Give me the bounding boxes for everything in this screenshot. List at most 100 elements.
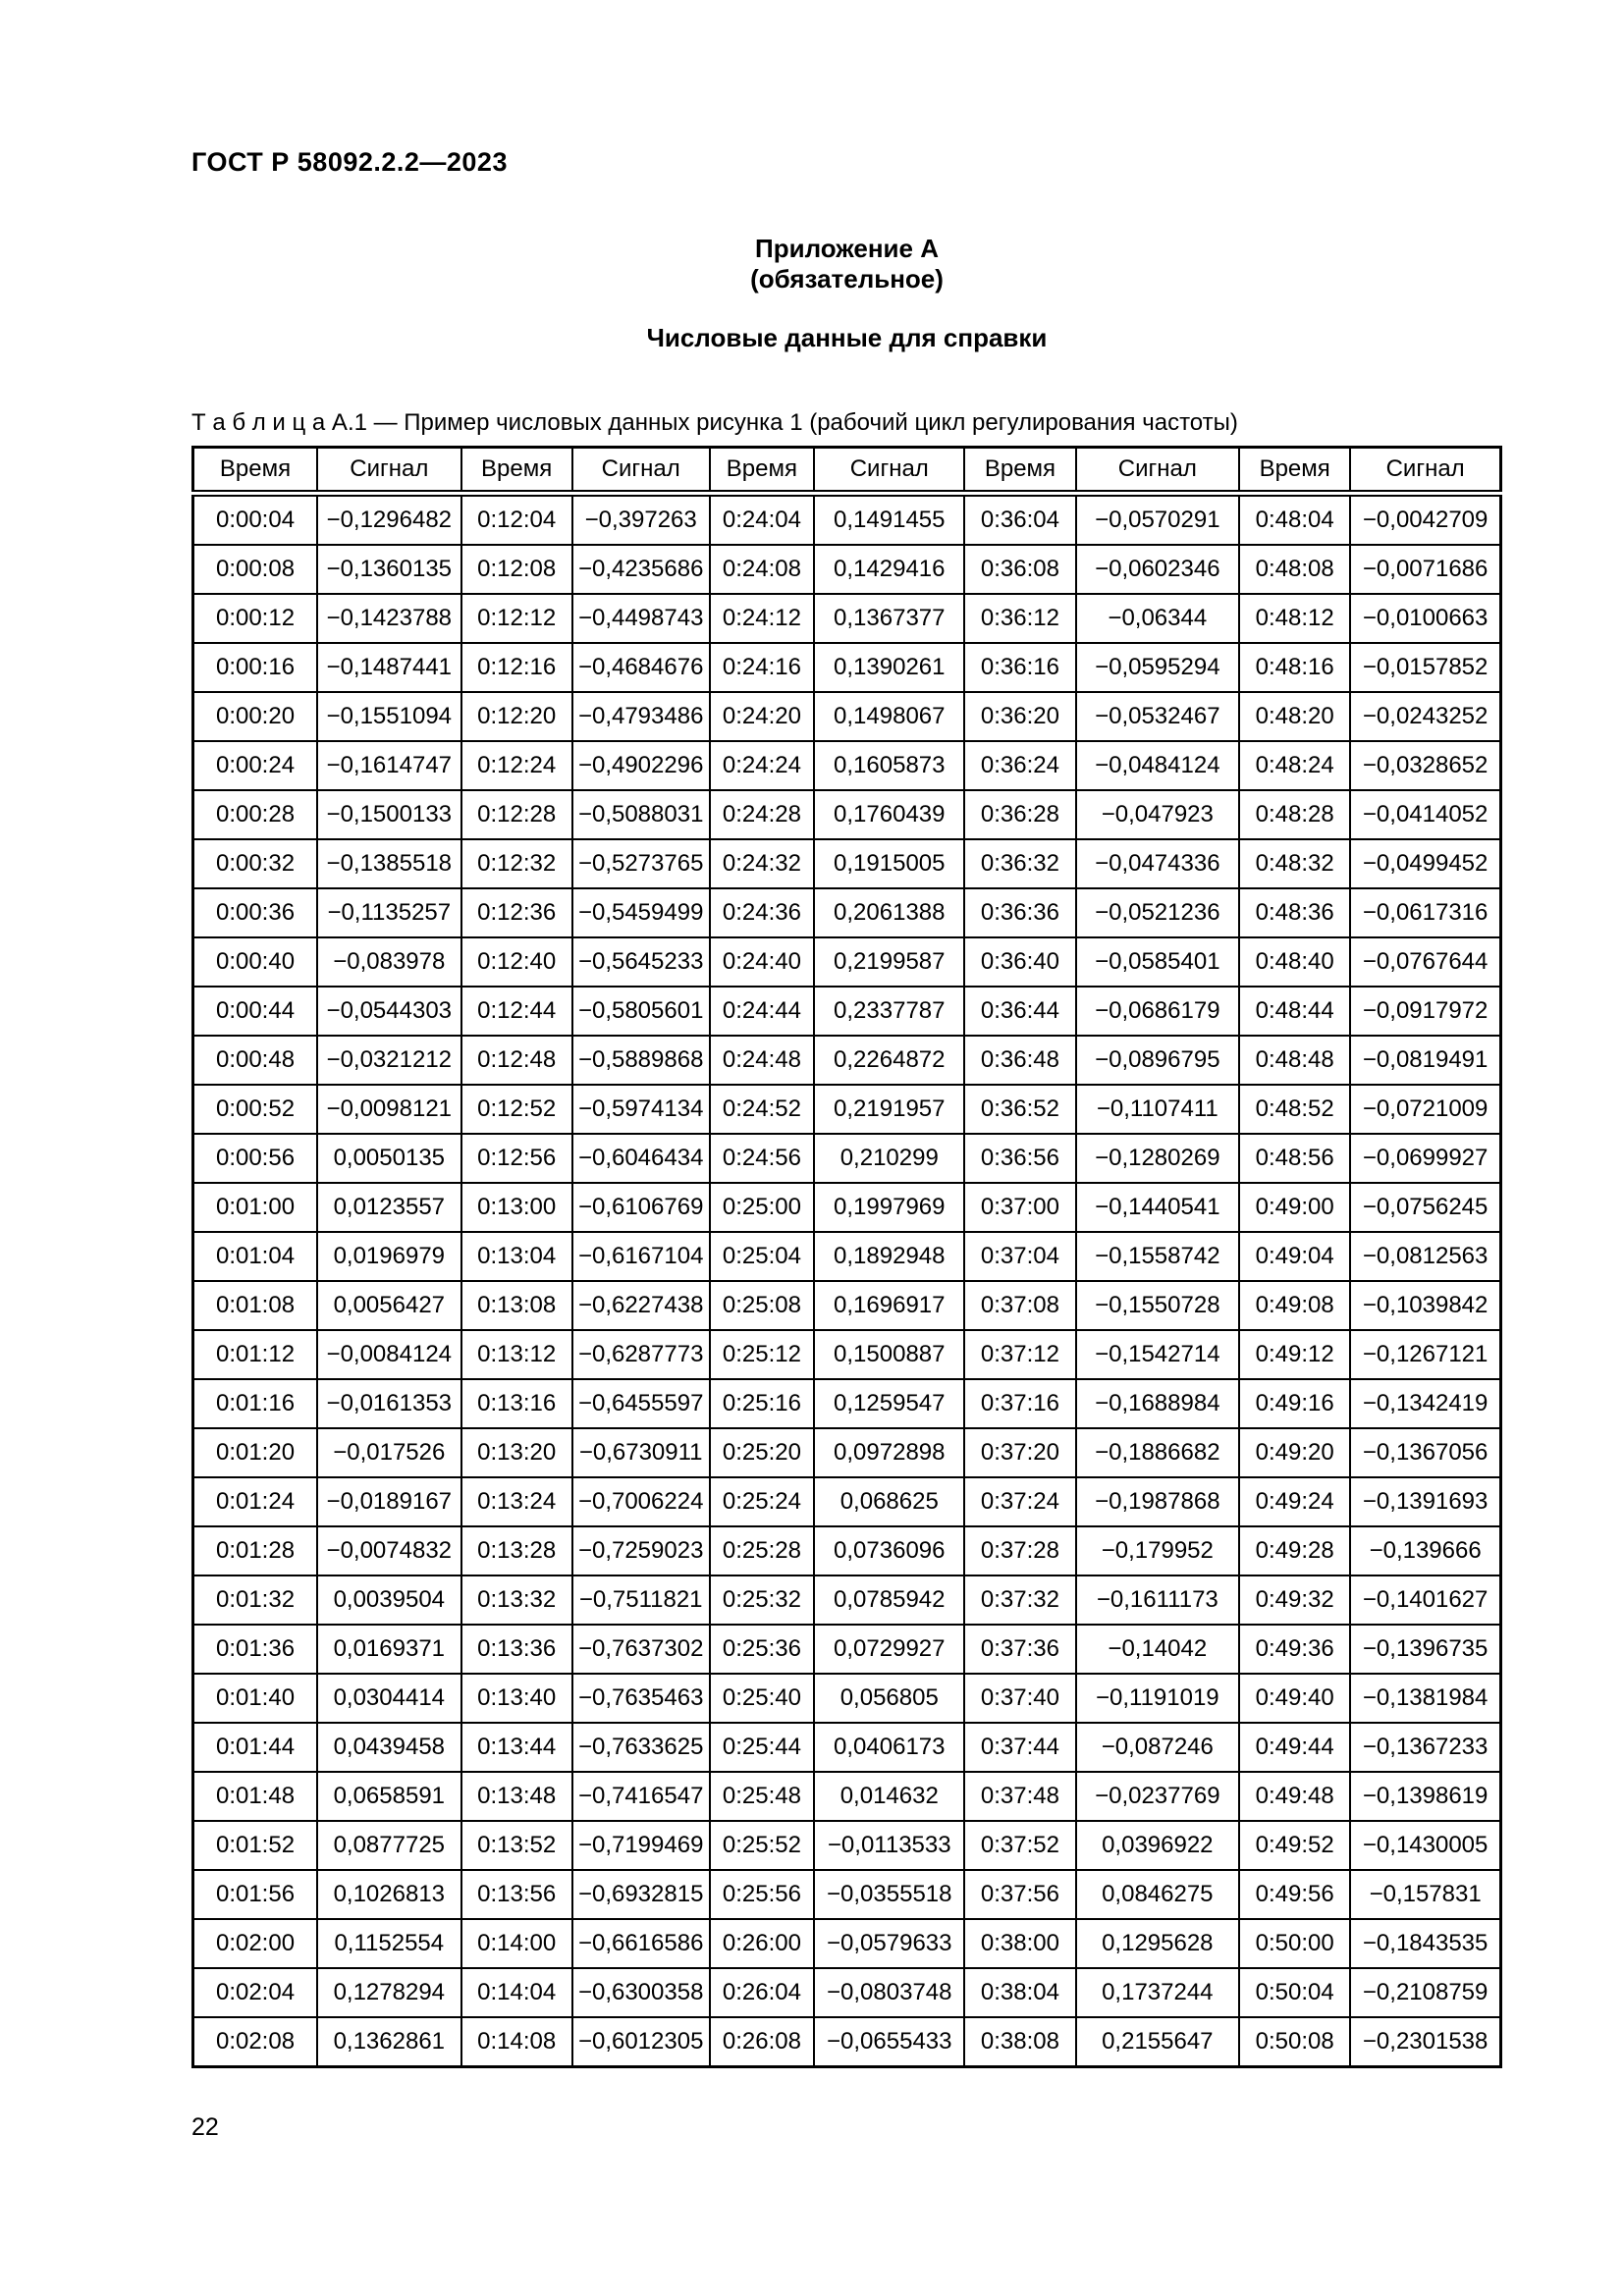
time-cell: 0:25:08 xyxy=(708,1280,816,1331)
signal-cell: −0,0157852 xyxy=(1349,642,1502,693)
time-cell: 0:24:44 xyxy=(708,986,816,1037)
signal-cell: −0,0917972 xyxy=(1349,986,1502,1037)
time-cell: 0:14:00 xyxy=(460,1918,573,1969)
signal-cell: −0,6046434 xyxy=(570,1133,711,1184)
signal-cell: 0,1295628 xyxy=(1074,1918,1241,1969)
signal-cell: −0,1614747 xyxy=(316,740,462,791)
time-cell: 0:37:48 xyxy=(963,1771,1077,1822)
signal-cell: 0,0196979 xyxy=(316,1231,462,1282)
time-cell: 0:48:12 xyxy=(1238,593,1352,644)
signal-cell: −0,2108759 xyxy=(1349,1967,1502,2018)
time-cell: 0:12:04 xyxy=(460,492,573,546)
time-cell: 0:26:00 xyxy=(708,1918,816,1969)
signal-cell: −0,179952 xyxy=(1074,1525,1241,1576)
signal-cell: −0,7511821 xyxy=(570,1575,711,1626)
table-row: 0:01:48 0,0658591 0:13:48 −0,7416547 0:25:48… xyxy=(191,1771,1502,1822)
signal-cell: −0,5805601 xyxy=(570,986,711,1037)
signal-cell: −0,0484124 xyxy=(1074,740,1241,791)
time-cell: 0:37:40 xyxy=(963,1673,1077,1724)
signal-cell: −0,6227438 xyxy=(570,1280,711,1331)
signal-cell: 0,1429416 xyxy=(813,544,966,595)
signal-cell: −0,6730911 xyxy=(570,1427,711,1478)
time-cell: 0:48:48 xyxy=(1238,1035,1352,1086)
signal-cell: −0,6167104 xyxy=(570,1231,711,1282)
table-row: 0:00:20 −0,1551094 0:12:20 −0,4793486 0:24:2… xyxy=(191,691,1502,742)
signal-cell: −0,0098121 xyxy=(316,1084,462,1135)
signal-cell: −0,1039842 xyxy=(1349,1280,1502,1331)
signal-cell: 0,1362861 xyxy=(316,2016,462,2068)
signal-cell: 0,0123557 xyxy=(316,1182,462,1233)
time-cell: 0:36:52 xyxy=(963,1084,1077,1135)
time-cell: 0:01:32 xyxy=(191,1575,319,1626)
time-cell: 0:37:20 xyxy=(963,1427,1077,1478)
time-cell: 0:25:28 xyxy=(708,1525,816,1576)
signal-cell: −0,0585401 xyxy=(1074,936,1241,988)
table-row: 0:01:24 −0,0189167 0:13:24 −0,7006224 0:25:2… xyxy=(191,1476,1502,1527)
signal-cell: −0,0617316 xyxy=(1349,887,1502,938)
table-row: 0:01:44 0,0439458 0:13:44 −0,7633625 0:25:44… xyxy=(191,1722,1502,1773)
data-table: Время Сигнал Время Сигнал Время Сигнал Время Си… xyxy=(191,446,1502,2068)
time-cell: 0:49:20 xyxy=(1238,1427,1352,1478)
signal-cell: −0,1367233 xyxy=(1349,1722,1502,1773)
time-cell: 0:49:00 xyxy=(1238,1182,1352,1233)
time-cell: 0:36:04 xyxy=(963,492,1077,546)
time-cell: 0:26:04 xyxy=(708,1967,816,2018)
time-cell: 0:01:16 xyxy=(191,1378,319,1429)
signal-cell: −0,1267121 xyxy=(1349,1329,1502,1380)
table-row: 0:00:48 −0,0321212 0:12:48 −0,5889868 0:24:4… xyxy=(191,1035,1502,1086)
signal-cell: 0,1696917 xyxy=(813,1280,966,1331)
signal-cell: −0,6012305 xyxy=(570,2016,711,2068)
table-row: 0:01:12 −0,0084124 0:13:12 −0,6287773 0:25:1… xyxy=(191,1329,1502,1380)
time-cell: 0:37:28 xyxy=(963,1525,1077,1576)
signal-cell: 0,1500887 xyxy=(813,1329,966,1380)
time-cell: 0:24:36 xyxy=(708,887,816,938)
time-cell: 0:37:56 xyxy=(963,1869,1077,1920)
signal-cell: 0,1605873 xyxy=(813,740,966,791)
signal-cell: −0,0243252 xyxy=(1349,691,1502,742)
signal-cell: −0,0113533 xyxy=(813,1820,966,1871)
time-cell: 0:38:00 xyxy=(963,1918,1077,1969)
time-cell: 0:01:08 xyxy=(191,1280,319,1331)
signal-cell: −0,4235686 xyxy=(570,544,711,595)
signal-cell: 0,1367377 xyxy=(813,593,966,644)
time-cell: 0:48:32 xyxy=(1238,838,1352,889)
time-cell: 0:50:00 xyxy=(1238,1918,1352,1969)
time-cell: 0:49:48 xyxy=(1238,1771,1352,1822)
time-cell: 0:49:16 xyxy=(1238,1378,1352,1429)
signal-cell: 0,1997969 xyxy=(813,1182,966,1233)
signal-cell: −0,6287773 xyxy=(570,1329,711,1380)
table-row: 0:01:52 0,0877725 0:13:52 −0,7199469 0:25:52… xyxy=(191,1820,1502,1871)
time-cell: 0:13:20 xyxy=(460,1427,573,1478)
signal-cell: −0,1843535 xyxy=(1349,1918,1502,1969)
time-cell: 0:25:48 xyxy=(708,1771,816,1822)
signal-cell: −0,0071686 xyxy=(1349,544,1502,595)
time-cell: 0:01:36 xyxy=(191,1624,319,1675)
time-cell: 0:13:04 xyxy=(460,1231,573,1282)
signal-cell: −0,0321212 xyxy=(316,1035,462,1086)
column-header: Сигнал xyxy=(1074,446,1241,497)
page-number: 22 xyxy=(191,2113,219,2141)
time-cell: 0:49:52 xyxy=(1238,1820,1352,1871)
time-cell: 0:36:28 xyxy=(963,789,1077,840)
signal-cell: −0,7635463 xyxy=(570,1673,711,1724)
time-cell: 0:24:16 xyxy=(708,642,816,693)
time-cell: 0:13:52 xyxy=(460,1820,573,1871)
signal-cell: −0,7637302 xyxy=(570,1624,711,1675)
time-cell: 0:36:48 xyxy=(963,1035,1077,1086)
table-body: 0:00:04 −0,1296482 0:12:04 −0,397263 0:24:04… xyxy=(191,492,1502,2068)
time-cell: 0:00:20 xyxy=(191,691,319,742)
signal-cell: −0,1430005 xyxy=(1349,1820,1502,1871)
signal-cell: −0,0237769 xyxy=(1074,1771,1241,1822)
signal-cell: 0,0406173 xyxy=(813,1722,966,1773)
column-header: Сигнал xyxy=(1349,446,1502,497)
table-row: 0:00:32 −0,1385518 0:12:32 −0,5273765 0:24:3… xyxy=(191,838,1502,889)
signal-cell: 0,0169371 xyxy=(316,1624,462,1675)
time-cell: 0:25:04 xyxy=(708,1231,816,1282)
signal-cell: −0,1558742 xyxy=(1074,1231,1241,1282)
signal-cell: −0,6106769 xyxy=(570,1182,711,1233)
signal-cell: −0,083978 xyxy=(316,936,462,988)
time-cell: 0:13:16 xyxy=(460,1378,573,1429)
signal-cell: −0,1360135 xyxy=(316,544,462,595)
signal-cell: 0,0658591 xyxy=(316,1771,462,1822)
time-cell: 0:00:28 xyxy=(191,789,319,840)
